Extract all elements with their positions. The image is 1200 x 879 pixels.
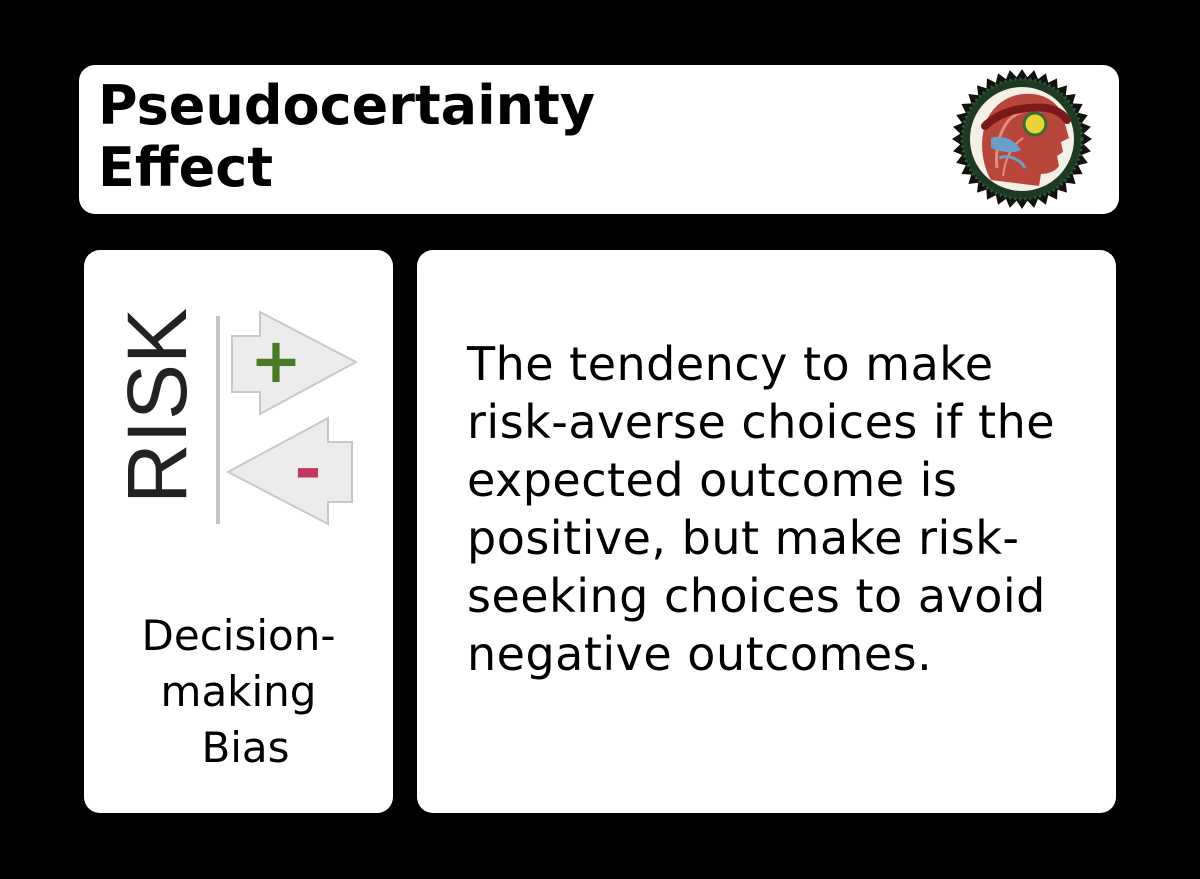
description-line: positive, but make risk- — [467, 511, 1020, 565]
card-title-line: Effect — [98, 136, 274, 199]
title-panel: Pseudocertainty Effect — [79, 65, 1119, 214]
category-label-line: Bias — [201, 723, 290, 772]
description-line: The tendency to make — [467, 337, 994, 391]
category-label-line: making — [160, 667, 317, 716]
description-text: The tendency to make risk-averse choices… — [467, 335, 1097, 683]
category-label-line: Decision- — [141, 611, 336, 660]
description-panel: The tendency to make risk-averse choices… — [417, 250, 1116, 813]
risk-word: RISK — [120, 308, 204, 504]
description-line: risk-averse choices if the — [467, 395, 1056, 449]
description-line: expected outcome is — [467, 453, 958, 507]
laurel-head-seal-icon — [952, 69, 1092, 209]
description-line: seeking choices to avoid — [467, 569, 1046, 623]
plus-sign: + — [250, 324, 302, 397]
card-title-line: Pseudocertainty — [98, 74, 596, 137]
minus-sign: - — [294, 431, 321, 508]
card-title: Pseudocertainty Effect — [98, 75, 595, 199]
risk-arrows-icon: RISK + - — [120, 308, 359, 526]
category-label: Decision- making Bias — [84, 608, 393, 776]
description-line: negative outcomes. — [467, 627, 933, 681]
category-panel: RISK + - Decision- making Bias — [84, 250, 393, 813]
